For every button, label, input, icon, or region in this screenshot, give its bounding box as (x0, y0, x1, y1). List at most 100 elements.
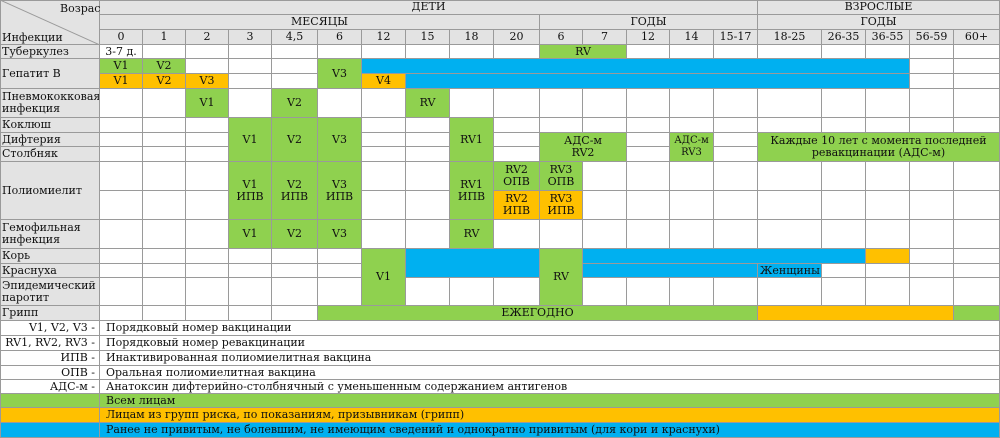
legend-color-text: Ранее не привитым, не болевшим, не имеющ… (100, 423, 1000, 438)
grid-cell (143, 264, 186, 278)
grid-cell (714, 45, 758, 59)
grid-cell (186, 133, 229, 147)
grid-cell (143, 133, 186, 147)
grid-cell (143, 220, 186, 249)
mmr-v1-cell: V1 (362, 249, 406, 306)
grid-cell (186, 147, 229, 162)
infections-label: Инфекции (2, 31, 63, 44)
grid-cell (822, 278, 866, 306)
grid-cell (362, 118, 406, 133)
dtp-v2-cell: V2 (272, 118, 318, 162)
row-label: Пневмококковая инфекция (0, 89, 100, 118)
legend-text: Порядковый номер ревакцинации (100, 336, 1000, 351)
grid-cell (100, 278, 143, 306)
grid-cell (714, 220, 758, 249)
grid-cell (627, 118, 670, 133)
grid-cell (272, 264, 318, 278)
legend-color-swatch (0, 408, 100, 423)
polio-v3-cell: V3 ИПВ (318, 162, 362, 220)
legend-text: Оральная полиомиелитная вакцина (100, 366, 1000, 380)
grid-cell (954, 89, 1000, 118)
legend-key: ОПВ - (0, 366, 100, 380)
column-header: 18-25 (758, 30, 822, 45)
legend-key: V1, V2, V3 - (0, 321, 100, 336)
pneu-v1-cell: V1 (186, 89, 229, 118)
grid-cell (910, 249, 954, 264)
polio-rv3-ipv-cell: RV3 ИПВ (540, 191, 583, 220)
grid-cell (670, 45, 714, 59)
grid-cell (494, 89, 540, 118)
polio-v2-cell: V2 ИПВ (272, 162, 318, 220)
tb-birth-cell: 3-7 д. (100, 45, 143, 59)
grid-cell (627, 133, 670, 147)
column-header: 2 (186, 30, 229, 45)
grid-cell (186, 278, 229, 306)
grid-cell (758, 220, 822, 249)
grid-cell (186, 249, 229, 264)
grid-cell (229, 74, 272, 89)
grid-cell (910, 162, 954, 191)
grid-cell (362, 147, 406, 162)
grid-cell (758, 278, 822, 306)
grid-cell (627, 89, 670, 118)
hib-v2-cell: V2 (272, 220, 318, 249)
measles-rubella-catchup-bar-1 (406, 249, 540, 278)
grid-cell (272, 278, 318, 306)
column-header: 20 (494, 30, 540, 45)
grid-cell (229, 264, 272, 278)
column-header: 26-35 (822, 30, 866, 45)
polio-rv2-ipv-cell: RV2 ИПВ (494, 191, 540, 220)
tb-rv-cell: RV (540, 45, 627, 59)
grid-cell (954, 264, 1000, 278)
header-adult-years: ГОДЫ (758, 15, 1000, 30)
legend-key: RV1, RV2, RV3 - (0, 336, 100, 351)
hepb-risk-v4-cell: V4 (362, 74, 406, 89)
header-months: МЕСЯЦЫ (100, 15, 540, 30)
grid-cell (362, 220, 406, 249)
pneu-rv-cell: RV (406, 89, 450, 118)
rubella-catchup-bar-2 (583, 264, 758, 278)
hib-rv-cell: RV (450, 220, 494, 249)
grid-cell (714, 162, 758, 191)
header-adults: ВЗРОСЛЫЕ (758, 0, 1000, 15)
grid-cell (494, 133, 540, 147)
grid-cell (627, 147, 670, 162)
grid-cell (540, 118, 583, 133)
pneu-v2-cell: V2 (272, 89, 318, 118)
grid-cell (670, 162, 714, 191)
grid-cell (866, 45, 910, 59)
grid-cell (583, 220, 627, 249)
grid-cell (866, 220, 910, 249)
grid-cell (186, 45, 229, 59)
row-label: Коклюш (0, 118, 100, 133)
grid-cell (954, 191, 1000, 220)
grid-cell (583, 89, 627, 118)
grid-cell (272, 74, 318, 89)
dtp-v3-cell: V3 (318, 118, 362, 162)
grid-cell (406, 278, 450, 306)
grid-cell (229, 45, 272, 59)
grid-cell (627, 45, 670, 59)
grid-cell (822, 191, 866, 220)
dtp-rv1-cell: RV1 (450, 118, 494, 162)
legend-color-swatch (0, 423, 100, 438)
grid-cell (954, 118, 1000, 133)
flu-60plus-cell (954, 306, 1000, 321)
grid-cell (100, 147, 143, 162)
column-header: 0 (100, 30, 143, 45)
grid-cell (910, 191, 954, 220)
grid-cell (406, 118, 450, 133)
legend-text: Инактивированная полиомиелитная вакцина (100, 351, 1000, 366)
grid-cell (954, 162, 1000, 191)
grid-cell (272, 306, 318, 321)
column-header: 6 (318, 30, 362, 45)
grid-cell (954, 278, 1000, 306)
grid-cell (143, 162, 186, 191)
grid-cell (450, 45, 494, 59)
grid-cell (100, 220, 143, 249)
grid-cell (406, 147, 450, 162)
grid-cell (954, 74, 1000, 89)
grid-cell (186, 118, 229, 133)
grid-cell (318, 264, 362, 278)
